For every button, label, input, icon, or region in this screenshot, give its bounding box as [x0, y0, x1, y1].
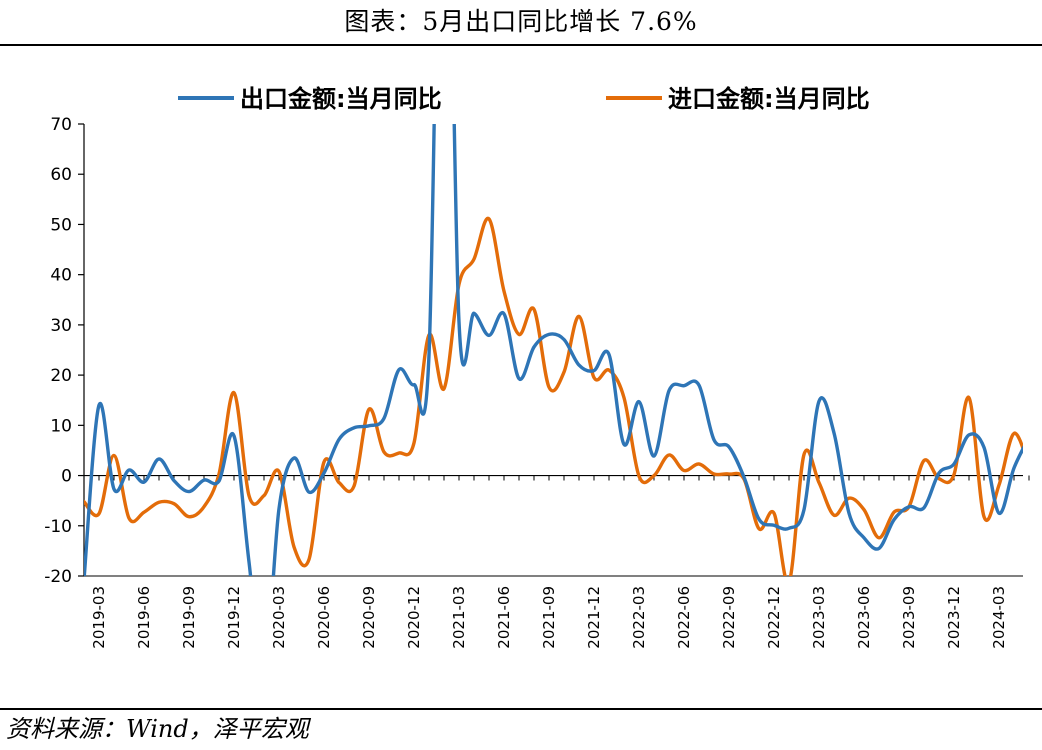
y-tick-label: 70	[50, 115, 72, 135]
x-tick-label: 2019-06	[135, 586, 153, 649]
y-tick-label: 60	[50, 165, 72, 185]
x-tick-label: 2019-12	[225, 586, 243, 649]
x-tick-label: 2021-03	[450, 586, 468, 649]
x-tick-label: 2022-06	[675, 586, 693, 649]
series-line-export	[84, 124, 1023, 576]
y-tick-label: 0	[61, 467, 72, 487]
footer-divider	[0, 708, 1042, 710]
x-tick-label: 2021-09	[540, 586, 558, 649]
page-title: 图表：5月出口同比增长 7.6%	[344, 7, 698, 36]
source-note: 资料来源：Wind，泽平宏观	[6, 715, 309, 743]
x-tick-label: 2020-03	[270, 586, 288, 649]
chart-series	[84, 124, 1023, 576]
y-tick-label: 10	[50, 416, 72, 436]
x-tick-label: 2020-12	[405, 586, 423, 649]
series-line-import	[84, 216, 1023, 576]
y-tick-label: -10	[44, 517, 72, 537]
legend-label-import: 进口金额:当月同比	[668, 85, 870, 113]
y-tick-label: 20	[50, 366, 72, 386]
x-tick-label: 2022-03	[630, 586, 648, 649]
x-tick-label: 2019-09	[180, 586, 198, 649]
y-tick-label: 30	[50, 316, 72, 336]
x-tick-label: 2023-09	[900, 586, 918, 649]
x-tick-label: 2021-06	[495, 586, 513, 649]
x-tick-label: 2022-12	[765, 586, 783, 649]
chart-legend: 出口金额:当月同比 进口金额:当月同比	[178, 85, 870, 113]
x-tick-label: 2019-03	[90, 586, 108, 649]
x-tick-label: 2024-03	[990, 586, 1008, 649]
y-tick-label: 50	[50, 215, 72, 235]
x-tick-label: 2020-09	[360, 586, 378, 649]
y-tick-label: 40	[50, 266, 72, 286]
x-tick-label: 2023-03	[810, 586, 828, 649]
x-tick-label: 2023-06	[855, 586, 873, 649]
title-divider	[0, 44, 1042, 46]
x-tick-label: 2022-09	[720, 586, 738, 649]
line-chart: 出口金额:当月同比 进口金额:当月同比 -20 -10 0 10 20 30 40 50 60 7…	[44, 85, 1030, 649]
x-tick-label: 2020-06	[315, 586, 333, 649]
x-tick-label: 2023-12	[945, 586, 963, 649]
legend-label-export: 出口金额:当月同比	[240, 85, 442, 113]
y-tick-label: -20	[44, 567, 72, 587]
chart-axes: -20 -10 0 10 20 30 40 50 60 70 2019-03 2019-06 2019-…	[44, 115, 1030, 649]
x-tick-label: 2021-12	[585, 586, 603, 649]
